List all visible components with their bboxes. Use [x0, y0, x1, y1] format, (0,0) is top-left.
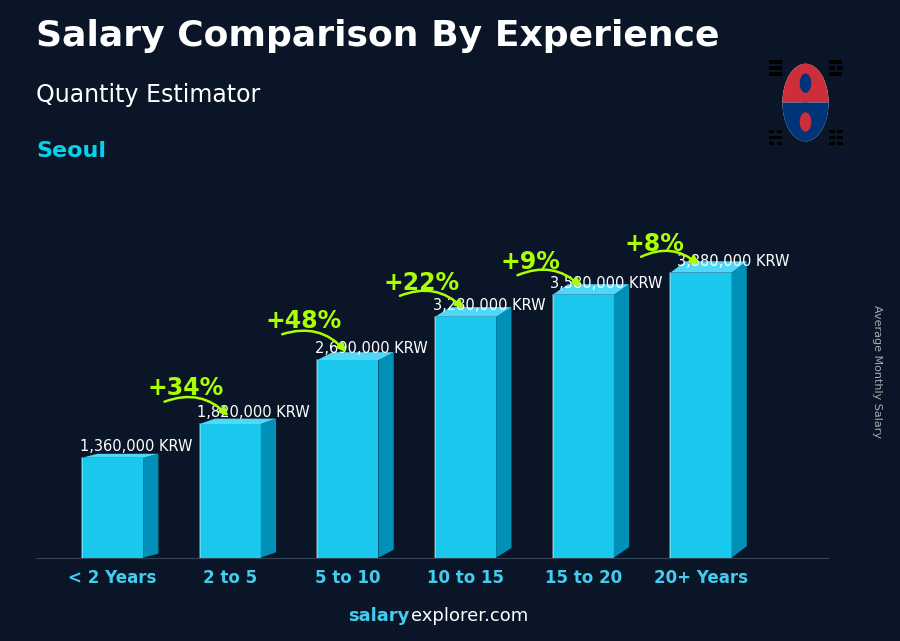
Text: 3,280,000 KRW: 3,280,000 KRW — [433, 297, 545, 313]
Bar — [837, 66, 842, 70]
Text: +22%: +22% — [383, 271, 459, 295]
Bar — [769, 142, 774, 146]
Bar — [837, 135, 842, 139]
Text: Seoul: Seoul — [36, 141, 106, 161]
Bar — [769, 72, 781, 76]
Polygon shape — [670, 272, 732, 558]
Bar — [777, 129, 782, 133]
Polygon shape — [261, 419, 276, 558]
Circle shape — [800, 112, 811, 131]
Circle shape — [782, 64, 829, 142]
Polygon shape — [496, 307, 511, 558]
Text: 1,820,000 KRW: 1,820,000 KRW — [197, 405, 310, 420]
Text: salary: salary — [348, 607, 410, 625]
Polygon shape — [553, 284, 629, 295]
Text: Average Monthly Salary: Average Monthly Salary — [872, 305, 883, 438]
Text: 3,880,000 KRW: 3,880,000 KRW — [678, 254, 790, 269]
Bar — [769, 60, 781, 63]
Bar — [769, 66, 781, 70]
Bar — [830, 66, 834, 70]
Polygon shape — [435, 307, 511, 317]
Bar — [777, 142, 782, 146]
Text: 1,360,000 KRW: 1,360,000 KRW — [79, 438, 192, 454]
Circle shape — [800, 74, 811, 93]
Bar — [830, 142, 834, 146]
Text: explorer.com: explorer.com — [411, 607, 528, 625]
Polygon shape — [318, 352, 394, 360]
Polygon shape — [82, 454, 158, 458]
Wedge shape — [782, 103, 829, 142]
Wedge shape — [782, 64, 829, 103]
Polygon shape — [143, 454, 158, 558]
Polygon shape — [670, 262, 747, 272]
Text: +34%: +34% — [148, 376, 224, 401]
Polygon shape — [732, 262, 747, 558]
Bar — [830, 72, 842, 76]
Text: Quantity Estimator: Quantity Estimator — [36, 83, 260, 107]
Polygon shape — [435, 317, 496, 558]
Bar — [830, 129, 834, 133]
Text: 3,580,000 KRW: 3,580,000 KRW — [550, 276, 662, 290]
Polygon shape — [200, 424, 261, 558]
Circle shape — [794, 103, 817, 142]
Bar — [837, 142, 842, 146]
Bar — [830, 60, 842, 63]
Bar — [837, 129, 842, 133]
Polygon shape — [553, 295, 614, 558]
Bar — [830, 135, 834, 139]
Circle shape — [794, 63, 817, 103]
Text: +8%: +8% — [625, 232, 684, 256]
Polygon shape — [318, 360, 379, 558]
Text: 2,690,000 KRW: 2,690,000 KRW — [315, 341, 428, 356]
Polygon shape — [614, 284, 629, 558]
Polygon shape — [379, 352, 394, 558]
Text: +48%: +48% — [266, 309, 342, 333]
Bar — [769, 129, 774, 133]
Polygon shape — [200, 419, 276, 424]
Bar — [769, 135, 781, 139]
Text: Salary Comparison By Experience: Salary Comparison By Experience — [36, 19, 719, 53]
Text: +9%: +9% — [500, 250, 561, 274]
Polygon shape — [82, 458, 143, 558]
